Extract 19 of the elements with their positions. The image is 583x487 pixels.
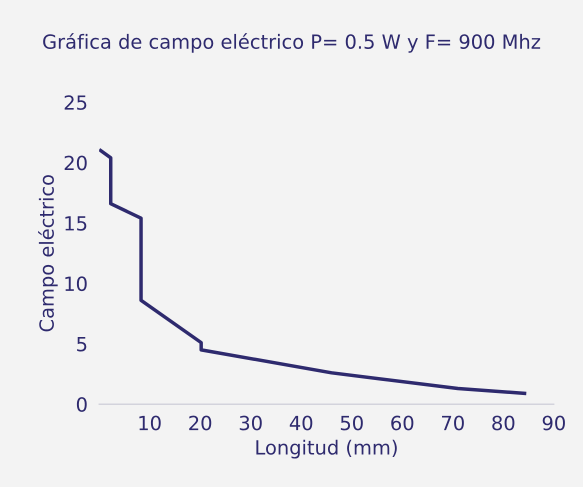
x-tick-label: 60 [391, 416, 414, 430]
x-tick-label: 30 [240, 416, 262, 430]
x-tick-label: 70 [442, 416, 464, 430]
line-series [99, 148, 526, 396]
x-tick-label: 40 [290, 416, 312, 430]
y-tick-label: 20 [64, 156, 87, 170]
x-tick-label: 20 [189, 416, 212, 430]
x-tick-label: 10 [139, 416, 161, 430]
chart-title: Gráfica de campo eléctrico P= 0.5 W y F= 900 Mhz [43, 33, 540, 53]
y-tick-label: 0 [76, 397, 87, 412]
x-tick-label: 50 [340, 416, 363, 430]
y-tick-label: 10 [65, 276, 87, 292]
x-tick-label: 80 [492, 416, 514, 430]
x-tick-label: 90 [542, 416, 565, 430]
y-tick-label: 25 [64, 95, 86, 110]
x-axis-title: Longitud (mm) [256, 440, 397, 459]
y-axis-title: Campo eléctrico [38, 175, 58, 332]
y-tick-label: 15 [65, 216, 86, 231]
y-tick-label: 5 [77, 337, 86, 352]
